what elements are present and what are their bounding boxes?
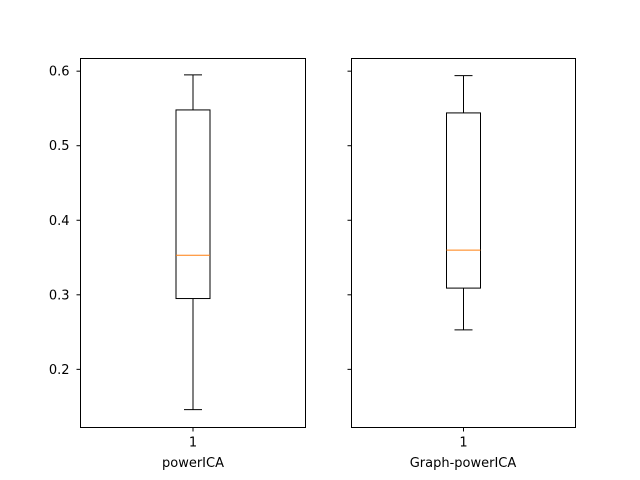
- y-ticks: 0.2 0.3 0.4 0.5 0.6: [49, 65, 81, 378]
- x-tick-label: 1: [459, 436, 467, 451]
- box-iqr: [175, 109, 211, 300]
- subplot-graph-powerica: 1 Graph-powerICA: [347, 58, 576, 471]
- y-tick-label: 0.6: [49, 65, 70, 80]
- box-iqr: [446, 112, 481, 289]
- x-tick-label: 1: [189, 436, 197, 451]
- x-ticks: 1: [189, 427, 197, 451]
- y-tick-label: 0.3: [49, 288, 70, 303]
- boxes: [446, 75, 481, 331]
- x-axis-label: powerICA: [162, 456, 224, 471]
- y-ticks: [347, 70, 352, 370]
- y-tick-label: 0.2: [49, 363, 70, 378]
- y-tick-label: 0.5: [49, 139, 70, 154]
- y-tick-label: 0.4: [49, 214, 70, 229]
- boxes: [175, 74, 211, 411]
- x-axis-label: Graph-powerICA: [410, 456, 517, 471]
- subplot-powerica: 0.2 0.3 0.4 0.5 0.6 1 powerICA: [49, 58, 306, 471]
- x-ticks: 1: [459, 427, 468, 451]
